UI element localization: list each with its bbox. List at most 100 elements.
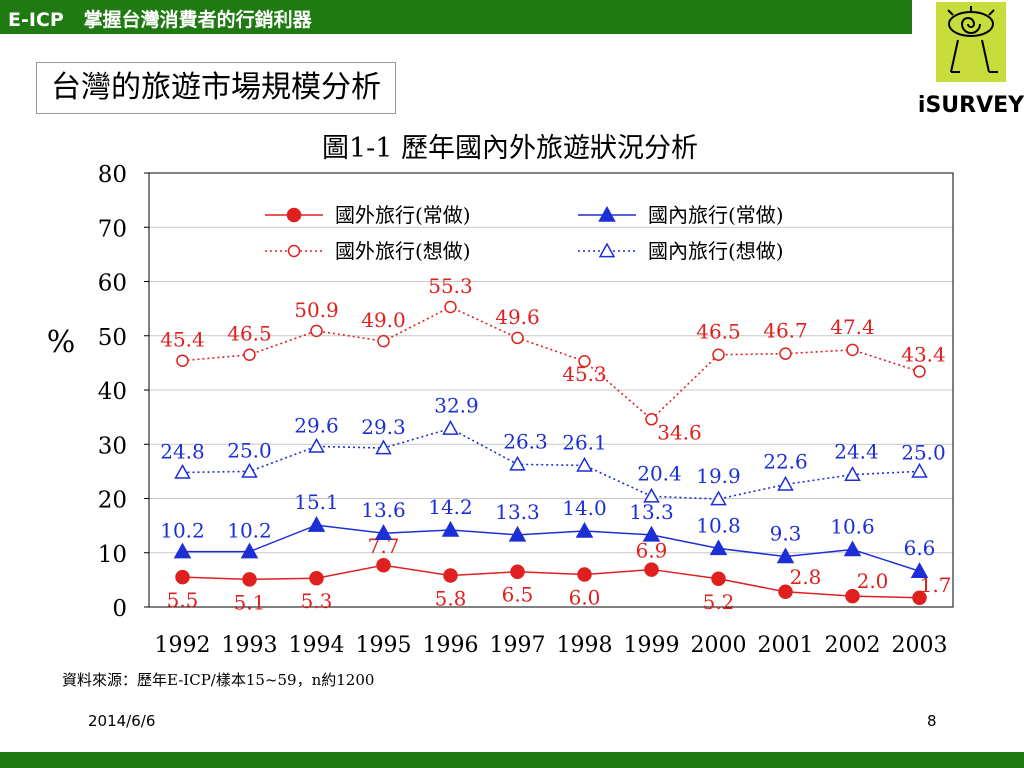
legend-item: 國內旅行(常做)	[578, 203, 784, 227]
data-point	[240, 542, 259, 559]
legend-label: 國外旅行(常做)	[335, 203, 471, 227]
x-tick-label: 1995	[356, 633, 412, 658]
data-label: 2.8	[790, 565, 822, 589]
legend-marker	[598, 242, 616, 258]
data-point	[174, 463, 191, 479]
x-tick-label: 1999	[624, 633, 680, 658]
data-label: 47.4	[830, 315, 875, 339]
legend-item: 國外旅行(常做)	[265, 203, 471, 227]
data-point	[307, 516, 326, 532]
data-label: 55.3	[428, 274, 473, 298]
data-label: 13.3	[629, 500, 674, 524]
y-tick-label: 30	[98, 433, 127, 459]
data-label: 10.2	[160, 519, 205, 543]
x-tick-label: 2001	[758, 633, 814, 658]
header-title: E-ICP 掌握台灣消費者的行銷利器	[8, 9, 312, 31]
data-label: 6.0	[569, 585, 601, 609]
y-tick-label: 50	[98, 325, 127, 351]
data-point	[645, 413, 658, 426]
data-point	[912, 590, 927, 606]
legend-label: 國外旅行(想做)	[335, 239, 471, 263]
data-point	[845, 588, 860, 604]
data-label: 34.6	[657, 420, 702, 444]
data-label: 29.6	[294, 413, 339, 437]
data-point	[642, 525, 661, 542]
data-label: 25.0	[227, 438, 272, 462]
data-label: 24.4	[834, 440, 879, 464]
data-label: 46.5	[227, 322, 272, 346]
x-tick-label: 2003	[892, 633, 948, 658]
data-point	[644, 562, 659, 577]
data-point	[709, 539, 728, 556]
data-point	[511, 331, 524, 345]
data-label: 5.3	[301, 589, 333, 613]
series-1: 5.5 5.1 5.37.75.8 6.5 6.06.95.22.8 2.0 1.7	[167, 534, 952, 614]
data-label: 49.0	[361, 308, 406, 332]
legend-item: 國外旅行(想做)	[265, 239, 471, 263]
y-axis-ticks: 0 10 20 30 40 50 60 70 80	[98, 162, 149, 622]
data-point	[374, 524, 393, 540]
data-label: 14.2	[428, 495, 473, 519]
data-label: 6.5	[502, 583, 534, 607]
data-point	[310, 324, 323, 338]
data-label: 50.9	[294, 298, 339, 322]
isurvey-logo: iSURVEY	[918, 2, 1024, 118]
data-point	[444, 300, 457, 314]
chart-title: 圖1-1 歷年國內外旅遊狀況分析	[322, 133, 698, 164]
data-point	[778, 584, 793, 600]
data-point	[846, 343, 859, 357]
x-tick-label: 1994	[289, 633, 345, 658]
data-label: 49.6	[495, 305, 540, 329]
y-tick-label: 70	[98, 216, 127, 242]
data-point	[443, 568, 458, 583]
data-label: 2.0	[857, 569, 889, 593]
data-point	[241, 462, 258, 478]
data-point	[375, 439, 392, 455]
data-label: 6.9	[636, 539, 668, 563]
data-point	[509, 455, 526, 471]
footer-bar	[0, 752, 1024, 768]
logo-eye-icon	[947, 6, 998, 73]
series-4: 24.8 25.0 29.6 29.3 32.9 26.3 26.1 20.4 19.9 22.6…	[160, 394, 946, 506]
data-label: 46.7	[763, 319, 808, 343]
data-label: 25.0	[901, 440, 946, 464]
legend-marker	[598, 205, 616, 222]
series-line	[182, 427, 920, 500]
legend-label: 國內旅行(想做)	[648, 239, 784, 263]
series-layer: 5.5 5.1 5.37.75.8 6.5 6.06.95.22.8 2.0 1.710.2…	[160, 274, 951, 614]
data-label: 46.5	[696, 320, 741, 344]
y-axis-label: %	[47, 325, 76, 360]
legend: 國外旅行(常做) 國內旅行(常做) 國外旅行(想做) 國內旅行(想做)	[265, 203, 784, 263]
data-point	[712, 348, 725, 361]
x-tick-label: 1993	[222, 633, 278, 658]
page-number: 8	[927, 712, 937, 730]
x-tick-label: 1998	[557, 633, 613, 658]
x-tick-label: 1996	[423, 633, 479, 658]
data-label: 32.9	[434, 394, 479, 418]
data-point	[175, 569, 190, 585]
data-label: 29.3	[361, 415, 406, 439]
x-tick-label: 1992	[155, 633, 211, 658]
date-label: 2014/6/6	[88, 712, 156, 730]
data-label: 13.3	[495, 500, 540, 524]
data-point	[779, 347, 792, 360]
data-point	[776, 547, 795, 564]
data-label: 19.9	[696, 464, 741, 488]
series-3: 45.4 46.5 50.9 49.0 55.3 49.6 45.3 34.6 46.5 46.7…	[160, 274, 946, 444]
x-tick-label: 2002	[825, 633, 881, 658]
data-label: 5.8	[435, 587, 467, 611]
data-point	[710, 490, 727, 506]
y-tick-label: 10	[98, 542, 127, 568]
data-point	[910, 562, 929, 578]
data-point	[577, 567, 592, 582]
data-point	[911, 462, 928, 478]
data-point	[176, 354, 189, 367]
x-tick-label: 1997	[490, 633, 546, 658]
data-label: 22.6	[763, 449, 808, 473]
legend-marker	[287, 244, 301, 258]
y-tick-label: 40	[98, 379, 127, 405]
data-label: 45.4	[160, 328, 205, 352]
data-label: 5.5	[167, 588, 199, 612]
data-label: 9.3	[770, 522, 802, 546]
data-point	[576, 456, 593, 472]
